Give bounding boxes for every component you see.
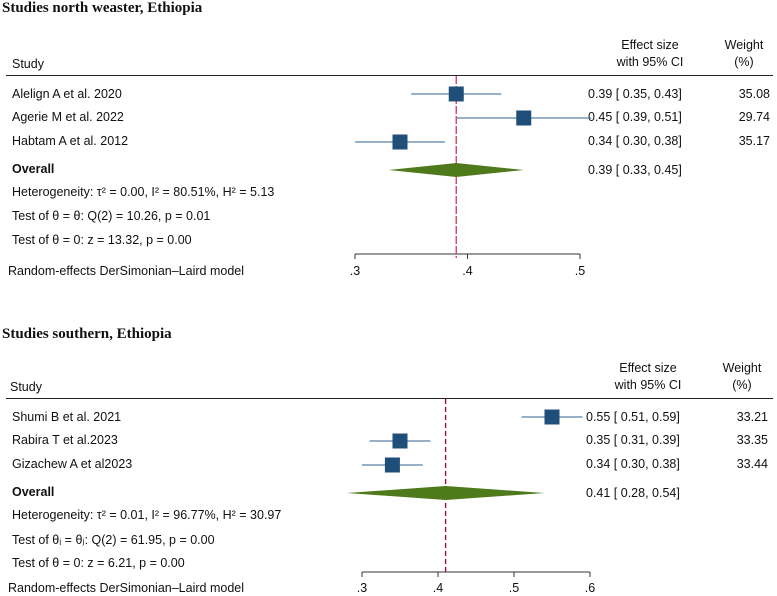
panel2-overall-ci-text: 0.41 [ 0.28, 0.54] [586, 486, 680, 500]
panel1-study-marker [448, 86, 464, 102]
panel2-ci-text: 0.35 [ 0.31, 0.39] [586, 433, 680, 447]
panel2-study-label: Shumi B et al. 2021 [12, 410, 122, 424]
panel1-study-header: Study [12, 57, 44, 71]
panel1-effect-header-2: with 95% CI [616, 55, 684, 69]
panel1-ci-text: 0.45 [ 0.39, 0.51] [588, 110, 682, 124]
panel1-model: Random-effects DerSimonian–Laird model [8, 264, 244, 278]
panel1-test-zero: Test of θ = 0: z = 13.32, p = 0.00 [12, 233, 192, 247]
panel1-study-label: Agerie M et al. 2022 [12, 110, 124, 124]
panel2-weight: 33.44 [736, 457, 768, 471]
panel1-weight: 35.08 [738, 87, 770, 101]
panel2-ci-text: 0.55 [ 0.51, 0.59] [586, 410, 680, 424]
panel1-overall-diamond [388, 163, 524, 177]
panel1-study-label: Alelign A et al. 2020 [12, 87, 122, 101]
panel2-study-label: Gizachew A et al2023 [12, 457, 133, 471]
panel2-overall-diamond [346, 486, 545, 500]
panel2-overall-label: Overall [12, 485, 55, 499]
panel1-effect-header-1: Effect size [621, 38, 679, 52]
panel1-study-marker [392, 134, 408, 150]
panel2-title: Studies southern, Ethiopia [2, 326, 172, 342]
panel1-weight-header-1: Weight [724, 38, 764, 52]
panel2-x-tick-label: .6 [585, 581, 595, 595]
panel1-weight-header-2: (%) [734, 55, 754, 69]
panel1-overall-ci-text: 0.39 [ 0.33, 0.45] [588, 163, 682, 177]
panel2-x-tick-label: .4 [433, 581, 443, 595]
panel2-study-marker [544, 409, 560, 425]
panel1-title: Studies north weaster, Ethiopia [2, 0, 203, 16]
panel2-weight-header-2: (%) [732, 378, 752, 392]
panel1-study-marker [516, 110, 532, 126]
panel2-effect-header-1: Effect size [619, 361, 677, 375]
panel2-x-tick-label: .3 [357, 581, 367, 595]
panel2-model: Random-effects DerSimonian–Laird model [8, 581, 244, 595]
panel2-test-zero: Test of θ = 0: z = 6.21, p = 0.00 [12, 556, 185, 570]
panel2-x-tick-label: .5 [509, 581, 519, 595]
panel2-study-header: Study [10, 380, 42, 394]
panel2-header-rule [6, 398, 773, 399]
panel2-effect-header-2: with 95% CI [614, 378, 682, 392]
panel2-study-marker [384, 457, 400, 473]
panel2-test-equal: Test of θᵢ = θⱼ: Q(2) = 61.95, p = 0.00 [12, 533, 215, 547]
panel1-weight: 35.17 [738, 134, 770, 148]
panel1-test-equal: Test of θ = θ: Q(2) = 10.26, p = 0.01 [12, 209, 211, 223]
panel1-ci-text: 0.39 [ 0.35, 0.43] [588, 87, 682, 101]
panel2-heterogeneity: Heterogeneity: τ² = 0.01, I² = 96.77%, H… [12, 508, 282, 522]
panel1-x-tick-label: .5 [575, 264, 585, 278]
panel1-x-tick-label: .3 [350, 264, 360, 278]
panel2-study-label: Rabira T et al.2023 [12, 433, 118, 447]
panel1-study-label: Habtam A et al. 2012 [12, 134, 129, 148]
panel2-weight-header-1: Weight [722, 361, 762, 375]
panel1-heterogeneity: Heterogeneity: τ² = 0.00, I² = 80.51%, H… [12, 185, 275, 199]
panel1-weight: 29.74 [738, 110, 770, 124]
panel2-ci-text: 0.34 [ 0.30, 0.38] [586, 457, 680, 471]
panel1-x-tick-label: .4 [462, 264, 472, 278]
panel2-weight: 33.35 [736, 433, 768, 447]
panel2-weight: 33.21 [736, 410, 768, 424]
panel1-overall-label: Overall [12, 162, 55, 176]
panel1-ci-text: 0.34 [ 0.30, 0.38] [588, 134, 682, 148]
panel2-study-marker [392, 433, 408, 449]
panel1-header-rule [6, 75, 773, 76]
